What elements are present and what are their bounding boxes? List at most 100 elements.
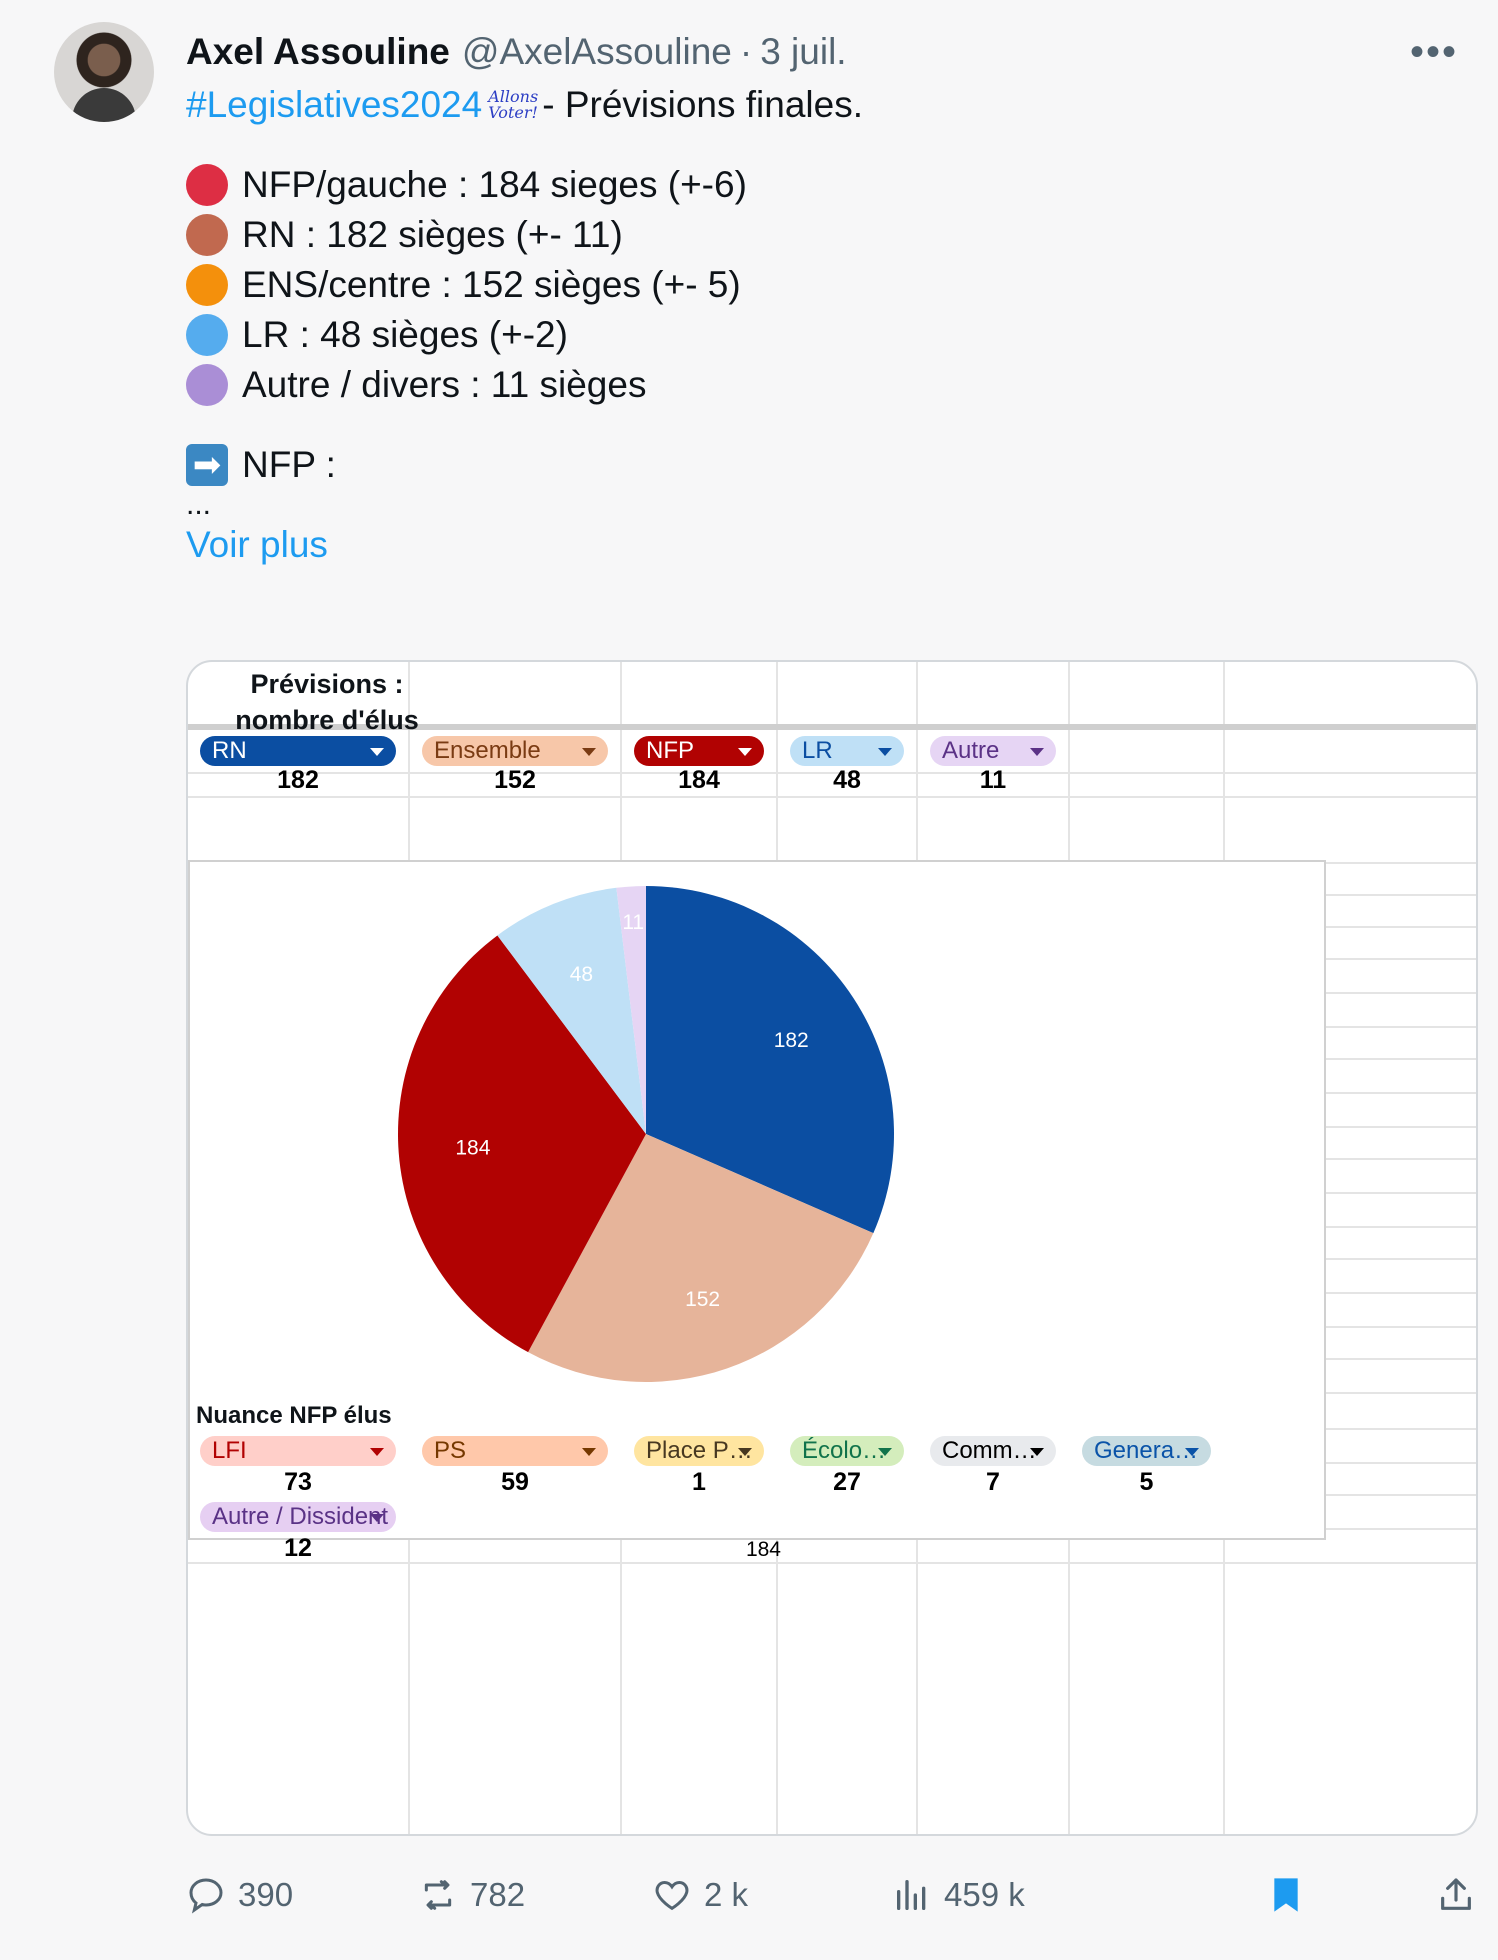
nuance-title: Nuance NFP élus [196, 1402, 392, 1429]
nuance-label: Genera… [1094, 1437, 1199, 1464]
author-avatar[interactable] [54, 22, 154, 122]
views-button[interactable]: 459 k [892, 1860, 1025, 1930]
nuance-value: 59 [501, 1468, 529, 1496]
circle-emoji-icon [186, 214, 228, 256]
pie-chart-svg: 182 152 184 48 11 [398, 886, 894, 1382]
party-dropdown[interactable]: RN [200, 736, 396, 766]
seat-forecast-text: NFP/gauche : 184 sieges (+-6) [242, 164, 747, 205]
tweet-text: #Legislatives2024 Allons Voter! - Prévis… [186, 80, 1436, 570]
caret-down-icon [582, 1448, 596, 1456]
tweet[interactable]: Axel Assouline @AxelAssouline · 3 juil. … [12, 0, 1498, 1960]
nuance-dropdown[interactable]: Autre / Dissident [200, 1502, 396, 1532]
seat-forecast-text: RN : 182 sièges (+- 11) [242, 214, 623, 255]
party-label: LR [802, 737, 833, 764]
forecast-title: Prévisions : nombre d'élus [188, 666, 466, 738]
party-value: 11 [979, 766, 1007, 794]
repost-count: 782 [470, 1876, 526, 1913]
views-icon [897, 1880, 926, 1910]
nuance-dropdown[interactable]: Place P… [634, 1436, 764, 1466]
nuance-dropdown[interactable]: Comm… [930, 1436, 1056, 1466]
caret-down-icon [878, 1448, 892, 1456]
seat-forecast-text: LR : 48 sièges (+-2) [242, 314, 568, 355]
headline-text: - Prévisions finales. [542, 84, 864, 125]
nuance-label: Comm… [942, 1437, 1037, 1464]
caret-down-icon [1185, 1448, 1199, 1456]
nuance-label: LFI [212, 1437, 247, 1464]
party-label: RN [212, 737, 247, 764]
heart-icon [655, 1880, 689, 1911]
reply-button[interactable]: 390 [186, 1860, 293, 1930]
party-dropdown[interactable]: NFP [634, 736, 764, 766]
circle-emoji-icon [186, 364, 228, 406]
nuance-value: 27 [833, 1468, 861, 1496]
seat-forecast-text: ENS/centre : 152 sièges (+- 5) [242, 264, 741, 305]
share-button[interactable] [1436, 1860, 1488, 1930]
headline: #Legislatives2024 Allons Voter! - Prévis… [186, 80, 1436, 130]
views-count: 459 k [944, 1876, 1025, 1913]
nuance-label: Autre / Dissident [212, 1503, 389, 1530]
party-dropdown[interactable]: LR [790, 736, 904, 766]
party-label: Autre [942, 737, 1000, 764]
pie-data-label: 182 [774, 1029, 809, 1052]
nfp-total: 184 [745, 1538, 781, 1561]
pie-slice-ensemble [528, 1134, 874, 1382]
party-label: Ensemble [434, 737, 541, 764]
reply-icon [189, 1878, 223, 1914]
repost-icon [424, 1880, 452, 1910]
bookmark-button[interactable] [1266, 1860, 1318, 1930]
nuance-dropdown[interactable]: LFI [200, 1436, 396, 1466]
caret-down-icon [738, 1448, 752, 1456]
caret-down-icon [1030, 748, 1044, 756]
nuance-value: 7 [986, 1468, 1000, 1496]
party-value: 184 [678, 766, 720, 794]
nuance-value: 12 [284, 1534, 312, 1562]
seat-forecast-text: Autre / divers : 11 sièges [242, 364, 647, 405]
nuance-dropdown[interactable]: Genera… [1082, 1436, 1211, 1466]
nfp-line: ➡ NFP : [186, 440, 1436, 490]
like-count: 2 k [704, 1876, 749, 1913]
circle-emoji-icon [186, 264, 228, 306]
more-options-icon[interactable]: ••• [1409, 30, 1458, 74]
author-name[interactable]: Axel Assouline [186, 31, 450, 72]
spreadsheet-image[interactable]: Prévisions : nombre d'élus RN 182 Ensemble… [186, 660, 1478, 1836]
allons-voter-emoji: Allons Voter! [488, 87, 539, 122]
tweet-header: Axel Assouline @AxelAssouline · 3 juil. [186, 24, 847, 80]
tweet-date[interactable]: 3 juil. [760, 31, 847, 72]
pie-data-label: 11 [622, 911, 644, 934]
circle-emoji-icon [186, 164, 228, 206]
nuance-value: 73 [284, 1468, 312, 1496]
pie-slice-rn [646, 886, 894, 1234]
right-arrow-icon: ➡ [186, 444, 228, 486]
nuance-label: Place P… [646, 1437, 753, 1464]
seat-forecast-list: NFP/gauche : 184 sieges (+-6) RN : 182 si… [186, 160, 1436, 410]
forecast-title-line1: Prévisions : [250, 669, 404, 699]
forecast-title-line2: nombre d'élus [235, 705, 419, 735]
circle-emoji-icon [186, 314, 228, 356]
nuance-label: PS [434, 1437, 467, 1464]
repost-button[interactable]: 782 [418, 1860, 525, 1930]
party-value: 48 [833, 766, 861, 794]
ellipsis: ... [186, 488, 212, 521]
pie-chart: 182 152 184 48 11 [188, 860, 1326, 1540]
hashtag-link[interactable]: #Legislatives2024 [186, 84, 483, 125]
seat-forecast-item: Autre / divers : 11 sièges [186, 360, 1436, 410]
pie-data-label: 152 [685, 1288, 720, 1311]
pie-slice-lr [497, 887, 646, 1134]
action-bar: 390 782 2 k 459 k [186, 1860, 1478, 1930]
nuance-value: 1 [692, 1468, 706, 1496]
nuance-dropdown[interactable]: PS [422, 1436, 608, 1466]
voir-plus-link[interactable]: Voir plus [186, 524, 328, 565]
party-value: 152 [494, 766, 536, 794]
caret-down-icon [1030, 1448, 1044, 1456]
nuance-dropdown[interactable]: Écolo… [790, 1436, 904, 1466]
seat-forecast-item: RN : 182 sièges (+- 11) [186, 210, 1436, 260]
party-dropdown[interactable]: Autre [930, 736, 1056, 766]
party-value: 182 [277, 766, 319, 794]
like-button[interactable]: 2 k [652, 1860, 748, 1930]
pie-data-label: 184 [455, 1137, 490, 1160]
author-handle[interactable]: @AxelAssouline [461, 31, 732, 72]
caret-down-icon [582, 748, 596, 756]
seat-forecast-item: NFP/gauche : 184 sieges (+-6) [186, 160, 1436, 210]
caret-down-icon [738, 748, 752, 756]
party-dropdown[interactable]: Ensemble [422, 736, 608, 766]
